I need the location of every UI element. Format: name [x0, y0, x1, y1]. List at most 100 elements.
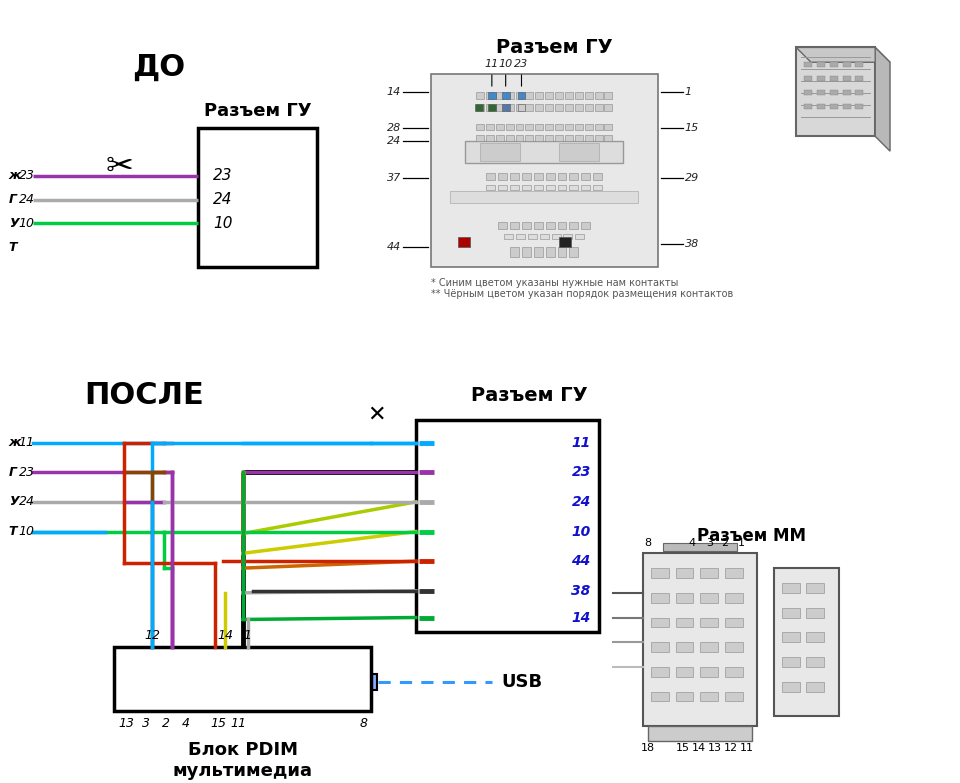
Bar	[506, 92, 514, 99]
Text: 10: 10	[571, 525, 590, 539]
Text: 29: 29	[684, 173, 699, 183]
Text: 10: 10	[498, 60, 513, 69]
Bar	[804, 76, 812, 81]
Bar	[575, 135, 583, 141]
Text: ✕: ✕	[367, 405, 386, 425]
Text: 11: 11	[18, 436, 35, 449]
Bar	[516, 124, 523, 131]
Bar	[558, 222, 566, 229]
Bar	[581, 222, 590, 229]
Bar	[843, 62, 851, 67]
Bar	[536, 124, 543, 131]
Text: 11: 11	[230, 716, 246, 730]
Bar	[450, 191, 638, 203]
Bar	[534, 173, 542, 180]
Bar	[431, 74, 658, 267]
Bar	[585, 135, 592, 141]
Text: 8: 8	[359, 716, 368, 730]
Bar	[559, 143, 599, 161]
Bar	[643, 554, 756, 726]
Bar	[516, 103, 523, 110]
Text: Блок PDIM
мультимедиа: Блок PDIM мультимедиа	[173, 742, 313, 780]
Bar	[829, 90, 838, 95]
Bar	[569, 173, 578, 180]
Bar	[575, 124, 583, 131]
Bar	[480, 143, 519, 161]
Bar	[522, 173, 531, 180]
Text: У: У	[9, 217, 18, 229]
Bar	[488, 92, 495, 99]
Bar	[545, 222, 555, 229]
Bar	[855, 90, 863, 95]
Bar	[545, 185, 555, 189]
Bar	[506, 124, 514, 131]
Bar	[651, 642, 669, 652]
Bar	[806, 657, 824, 667]
Bar	[488, 103, 495, 110]
Bar	[594, 103, 603, 110]
Bar	[581, 185, 590, 189]
Bar	[487, 173, 495, 180]
Text: * Синим цветом указаны нужные нам контакты: * Синим цветом указаны нужные нам контак…	[431, 277, 678, 287]
Text: 14: 14	[571, 611, 590, 625]
Text: У: У	[9, 496, 18, 508]
Bar	[516, 234, 525, 239]
Bar	[575, 103, 583, 110]
Bar	[594, 135, 603, 141]
Text: Разъем ГУ: Разъем ГУ	[495, 38, 612, 57]
Bar	[475, 103, 483, 110]
Bar	[651, 667, 669, 677]
Bar	[605, 103, 612, 110]
Bar	[555, 135, 563, 141]
Bar	[516, 92, 523, 99]
Text: 10: 10	[18, 525, 35, 538]
Bar	[486, 92, 493, 99]
Bar	[817, 90, 825, 95]
Bar	[817, 62, 825, 67]
Bar	[466, 141, 623, 163]
Text: 23: 23	[213, 168, 232, 183]
Bar	[565, 124, 573, 131]
Bar	[775, 568, 839, 716]
Text: 13: 13	[708, 743, 722, 753]
Text: 24: 24	[18, 193, 35, 206]
Text: ** Чёрным цветом указан порядок размещения контактов: ** Чёрным цветом указан порядок размещен…	[431, 290, 732, 299]
Bar	[510, 247, 519, 257]
Bar	[806, 682, 824, 691]
Bar	[545, 247, 555, 257]
Bar	[843, 76, 851, 81]
Bar	[540, 234, 549, 239]
Bar	[545, 103, 553, 110]
Text: 10: 10	[213, 216, 232, 231]
Bar	[506, 135, 514, 141]
Text: 11: 11	[571, 435, 590, 449]
Text: 23: 23	[515, 60, 529, 69]
Bar	[701, 568, 718, 578]
Bar	[565, 135, 573, 141]
Text: 2: 2	[722, 539, 729, 548]
Text: 28: 28	[387, 124, 401, 133]
Text: 12: 12	[144, 629, 160, 642]
Bar	[676, 691, 693, 702]
Bar	[486, 135, 493, 141]
Bar	[782, 682, 800, 691]
Bar	[569, 185, 578, 189]
Bar	[534, 247, 542, 257]
Bar	[594, 124, 603, 131]
Text: 4: 4	[689, 539, 696, 548]
Bar	[564, 234, 572, 239]
Text: USB: USB	[502, 673, 542, 691]
Text: 3: 3	[706, 539, 712, 548]
Polygon shape	[876, 48, 890, 151]
Bar	[558, 247, 566, 257]
Bar	[701, 691, 718, 702]
Bar	[725, 568, 743, 578]
Text: 14: 14	[692, 743, 707, 753]
Text: ✂: ✂	[106, 150, 133, 182]
Bar	[534, 222, 542, 229]
Bar	[498, 185, 507, 189]
Bar	[528, 234, 537, 239]
Bar	[498, 222, 507, 229]
Bar	[525, 92, 534, 99]
Text: 24: 24	[213, 192, 232, 207]
